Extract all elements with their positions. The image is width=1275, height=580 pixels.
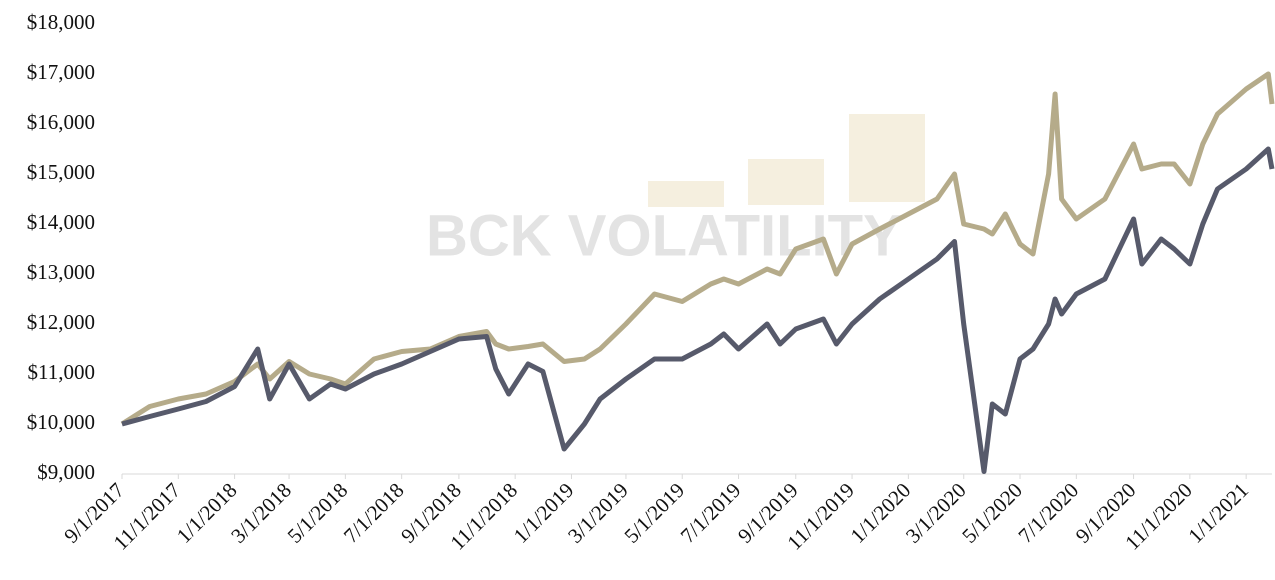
y-tick-label: $10,000: [27, 410, 95, 434]
x-tick-label: 1/1/2021: [1183, 478, 1253, 548]
y-tick-label: $13,000: [27, 260, 95, 284]
y-tick-label: $12,000: [27, 310, 95, 334]
watermark-bar: [748, 159, 824, 205]
x-tick-label: 7/1/2018: [339, 478, 409, 548]
x-tick-label: 3/1/2018: [226, 478, 296, 548]
y-tick-label: $9,000: [37, 460, 95, 484]
line-series: [120, 71, 1275, 427]
watermark-bar: [648, 181, 724, 207]
x-tick-label: 5/1/2018: [283, 478, 353, 548]
y-tick-label: $14,000: [27, 210, 95, 234]
y-tick-label: $17,000: [27, 60, 95, 84]
x-tick-label: 7/1/2019: [676, 478, 746, 548]
x-tick-label: 1/1/2018: [172, 478, 242, 548]
x-tick-label: 1/1/2020: [846, 478, 916, 548]
y-tick-label: $11,000: [28, 360, 95, 384]
watermark: BCK VOLATILITY: [426, 203, 902, 268]
x-tick-label: 5/1/2019: [619, 478, 689, 548]
x-tick-label: 1/1/2019: [509, 478, 579, 548]
x-tick-label: 3/1/2020: [901, 478, 971, 548]
x-tick-label: 7/1/2020: [1014, 478, 1084, 548]
line-series: [121, 146, 1275, 474]
watermark-bar: [849, 114, 925, 202]
y-tick-label: $16,000: [27, 110, 95, 134]
y-tick-label: $15,000: [27, 160, 95, 184]
x-tick-label: 3/1/2019: [563, 478, 633, 548]
y-tick-label: $18,000: [27, 10, 95, 34]
x-tick-label: 5/1/2020: [957, 478, 1027, 548]
